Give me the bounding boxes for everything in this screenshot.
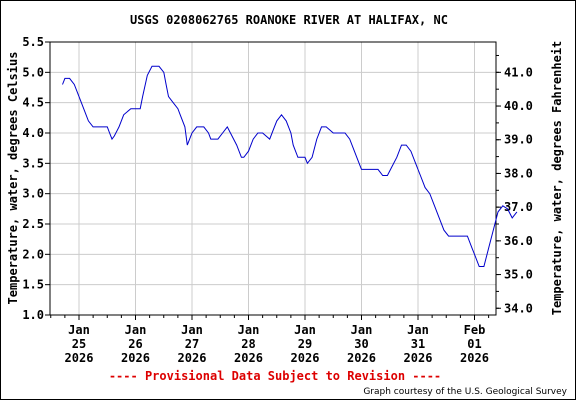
x-tick-day: 27 <box>185 337 199 351</box>
x-tick-month: Jan <box>238 323 260 337</box>
x-tick-month: Jan <box>125 323 147 337</box>
left-y-axis: 1.0 1.5 2.0 2.5 3.0 3.5 4.0 4.5 5.0 5.5 <box>22 35 50 322</box>
x-tick-year: 2026 <box>65 351 94 365</box>
y2-tick-label: 41.0 <box>504 65 533 79</box>
x-tick-day: 26 <box>128 337 142 351</box>
y-tick-label: 1.5 <box>22 278 44 292</box>
y-tick-label: 4.0 <box>22 126 44 140</box>
y-axis-label-fahrenheit: Temperature, water, degrees Fahrenheit <box>550 41 564 316</box>
plot-area <box>49 41 497 316</box>
grid-lines <box>50 42 496 315</box>
y-tick-label: 1.0 <box>22 308 44 322</box>
x-tick-day: 01 <box>467 337 481 351</box>
x-tick-day: 31 <box>411 337 425 351</box>
y-tick-label: 2.5 <box>22 217 44 231</box>
provisional-notice: ---- Provisional Data Subject to Revisio… <box>109 369 441 383</box>
y2-tick-label: 35.0 <box>504 268 533 282</box>
y-tick-label: 3.5 <box>22 156 44 170</box>
x-tick-day: 29 <box>298 337 312 351</box>
chart-title: USGS 0208062765 ROANOKE RIVER AT HALIFAX… <box>130 13 448 27</box>
right-y-axis: 34.0 35.0 36.0 37.0 38.0 39.0 40.0 41.0 <box>496 54 533 315</box>
x-tick-month: Jan <box>407 323 429 337</box>
x-axis: Jan252026Jan262026Jan272026Jan282026Jan2… <box>50 315 490 365</box>
y-tick-label: 2.0 <box>22 247 44 261</box>
temperature-series-line <box>62 65 518 267</box>
y2-tick-label: 40.0 <box>504 99 533 113</box>
x-tick-year: 2026 <box>234 351 263 365</box>
x-tick-month: Jan <box>294 323 316 337</box>
x-tick-year: 2026 <box>178 351 207 365</box>
x-tick-year: 2026 <box>460 351 489 365</box>
y-axis-label-celsius: Temperature, water, degrees Celsius <box>6 52 20 305</box>
y2-tick-label: 38.0 <box>504 166 533 180</box>
y2-tick-label: 34.0 <box>504 301 533 315</box>
y2-tick-label: 39.0 <box>504 133 533 147</box>
y-tick-label: 3.0 <box>22 187 44 201</box>
graph-credit: Graph courtesy of the U.S. Geological Su… <box>363 387 567 397</box>
x-tick-day: 28 <box>241 337 255 351</box>
y2-tick-label: 36.0 <box>504 234 533 248</box>
y-tick-label: 5.0 <box>22 65 44 79</box>
x-tick-month: Feb <box>464 323 486 337</box>
x-tick-month: Jan <box>181 323 203 337</box>
x-tick-year: 2026 <box>121 351 150 365</box>
y-tick-label: 5.5 <box>22 35 44 49</box>
x-tick-month: Jan <box>68 323 90 337</box>
y-tick-label: 4.5 <box>22 96 44 110</box>
y2-tick-label: 37.0 <box>504 200 533 214</box>
x-tick-year: 2026 <box>404 351 433 365</box>
x-tick-day: 30 <box>354 337 368 351</box>
x-tick-day: 25 <box>72 337 86 351</box>
x-tick-year: 2026 <box>347 351 376 365</box>
x-tick-year: 2026 <box>291 351 320 365</box>
x-tick-month: Jan <box>351 323 373 337</box>
